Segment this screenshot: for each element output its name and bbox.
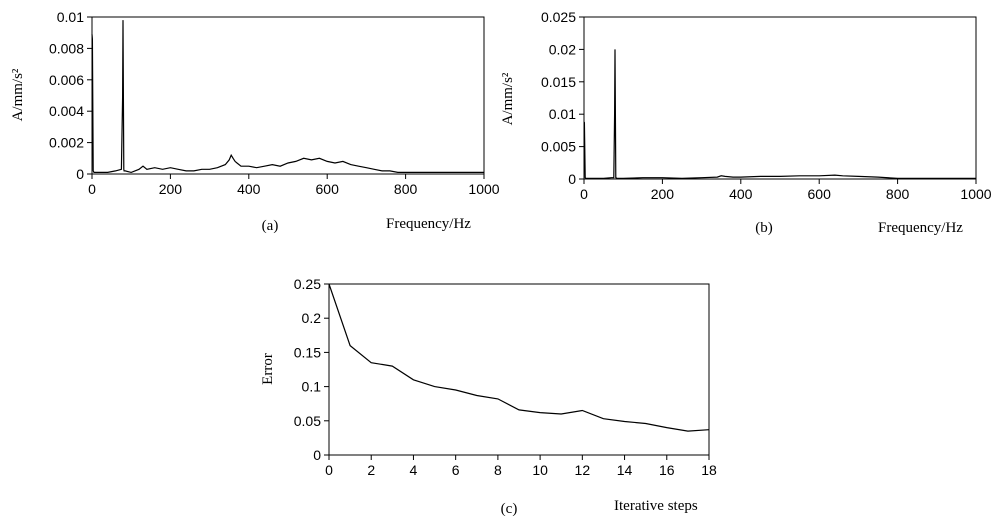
y-tick-label: 0.1 — [302, 379, 322, 395]
x-axis-label-b: Frequency/Hz — [878, 220, 963, 236]
y-tick-label: 0.01 — [57, 9, 84, 25]
x-tick-label: 1000 — [960, 186, 991, 202]
x-tick-label: 8 — [494, 462, 502, 478]
x-tick-label: 600 — [316, 181, 340, 197]
x-tick-label: 400 — [237, 181, 261, 197]
x-tick-label: 0 — [88, 181, 96, 197]
y-tick-label: 0.25 — [294, 276, 321, 292]
x-tick-label: 6 — [452, 462, 460, 478]
y-tick-label: 0 — [76, 166, 84, 182]
x-tick-label: 600 — [808, 186, 832, 202]
plot-frame-b — [583, 16, 977, 180]
x-tick-label: 10 — [532, 462, 548, 478]
x-axis-label-a: Frequency/Hz — [386, 216, 471, 232]
x-ticks-c: 0 2 4 6 8 10 12 14 16 18 — [325, 455, 717, 478]
chart-a: 0 0.002 0.004 0.006 0.008 0.01 0 200 400 600 800 1… — [10, 9, 500, 234]
caption-a: (a) — [262, 218, 279, 234]
x-tick-label: 14 — [617, 462, 633, 478]
y-tick-label: 0.15 — [294, 344, 321, 360]
x-tick-label: 800 — [886, 186, 910, 202]
y-ticks-c: 0 0.05 0.1 0.15 0.2 0.25 — [294, 276, 329, 463]
caption-b: (b) — [755, 220, 773, 236]
caption-c: (c) — [501, 501, 518, 517]
plot-frame-a — [91, 16, 485, 175]
y-axis-label-b: A/mm/s² — [500, 72, 516, 125]
x-tick-label: 16 — [659, 462, 675, 478]
y-axis-label-c: Error — [260, 353, 276, 385]
y-tick-label: 0.005 — [541, 139, 576, 155]
series-line-b — [583, 49, 976, 180]
x-tick-label: 800 — [394, 181, 418, 197]
y-tick-label: 0.008 — [49, 40, 84, 56]
y-tick-label: 0 — [313, 447, 321, 463]
y-tick-label: 0.02 — [549, 41, 576, 57]
y-tick-label: 0.2 — [302, 310, 322, 326]
y-ticks-a: 0 0.002 0.004 0.006 0.008 0.01 — [49, 9, 92, 182]
x-ticks-b: 0 200 400 600 800 1000 — [580, 179, 992, 202]
x-tick-label: 0 — [325, 462, 333, 478]
plot-frame-c — [328, 283, 710, 456]
x-tick-label: 0 — [580, 186, 588, 202]
y-tick-label: 0.01 — [549, 106, 576, 122]
y-tick-label: 0.025 — [541, 9, 576, 25]
x-tick-label: 18 — [701, 462, 717, 478]
x-axis-label-c: Iterative steps — [614, 498, 698, 514]
x-tick-label: 200 — [651, 186, 675, 202]
y-ticks-b: 0 0.005 0.01 0.015 0.02 0.025 — [541, 9, 584, 187]
y-tick-label: 0 — [568, 171, 576, 187]
series-line-c — [328, 283, 710, 432]
y-tick-label: 0.015 — [541, 74, 576, 90]
chart-c: 0 0.05 0.1 0.15 0.2 0.25 0 2 4 6 8 10 12 14 16 18 Erro… — [260, 276, 717, 517]
x-tick-label: 400 — [729, 186, 753, 202]
x-tick-label: 2 — [367, 462, 375, 478]
x-ticks-a: 0 200 400 600 800 1000 — [88, 174, 500, 197]
y-tick-label: 0.05 — [294, 413, 321, 429]
y-axis-label-a: A/mm/s² — [10, 68, 26, 121]
x-tick-label: 12 — [575, 462, 591, 478]
y-tick-label: 0.006 — [49, 72, 84, 88]
series-line-a — [91, 20, 484, 174]
x-tick-label: 4 — [410, 462, 418, 478]
x-tick-label: 200 — [159, 181, 183, 197]
x-tick-label: 1000 — [468, 181, 499, 197]
y-tick-label: 0.002 — [49, 135, 84, 151]
chart-b: 0 0.005 0.01 0.015 0.02 0.025 0 200 400 600 800 10… — [500, 9, 992, 236]
y-tick-label: 0.004 — [49, 103, 84, 119]
